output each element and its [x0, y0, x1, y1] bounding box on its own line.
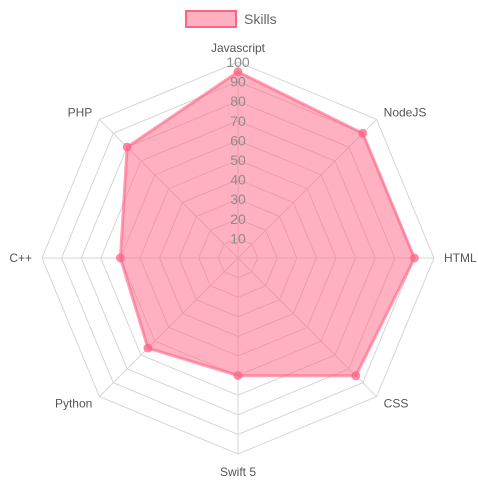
category-label-python: Python — [55, 397, 92, 411]
tick-label-10: 10 — [230, 230, 246, 246]
tick-label-40: 40 — [230, 172, 246, 188]
tick-label-100: 100 — [226, 54, 250, 70]
tick-label-30: 30 — [230, 191, 246, 207]
legend[interactable]: Skills — [185, 10, 277, 28]
category-labels: Javascript NodeJS HTML CSS Swift 5 Python C++ P… — [9, 41, 477, 479]
data-point-html[interactable] — [409, 253, 419, 263]
category-label-nodejs: NodeJS — [384, 105, 427, 119]
legend-label-skills: Skills — [244, 11, 277, 27]
data-point-css[interactable] — [351, 371, 361, 381]
tick-label-80: 80 — [230, 93, 246, 109]
tick-label-60: 60 — [230, 132, 246, 148]
data-point-php[interactable] — [122, 142, 132, 152]
data-point-c[interactable] — [115, 253, 125, 263]
tick-label-70: 70 — [230, 113, 246, 129]
tick-label-20: 20 — [230, 211, 246, 227]
data-point-nodejs[interactable] — [358, 128, 368, 138]
data-point-python[interactable] — [143, 343, 153, 353]
series-skills — [115, 67, 419, 381]
series-area-skills — [118, 70, 416, 378]
tick-label-50: 50 — [230, 152, 246, 168]
category-label-swift-5: Swift 5 — [220, 465, 256, 478]
category-label-html: HTML — [444, 251, 477, 265]
data-point-swift-5[interactable] — [233, 371, 243, 381]
category-label-c: C++ — [9, 251, 32, 265]
category-label-css: CSS — [384, 397, 409, 411]
data-point-javascript[interactable] — [233, 67, 243, 77]
category-label-php: PHP — [68, 105, 93, 119]
tick-label-90: 90 — [230, 74, 246, 90]
category-label-javascript: Javascript — [211, 41, 266, 55]
radial-tick-labels: 10 20 30 40 50 60 70 80 90 100 — [226, 54, 250, 246]
legend-swatch-skills — [185, 10, 237, 28]
